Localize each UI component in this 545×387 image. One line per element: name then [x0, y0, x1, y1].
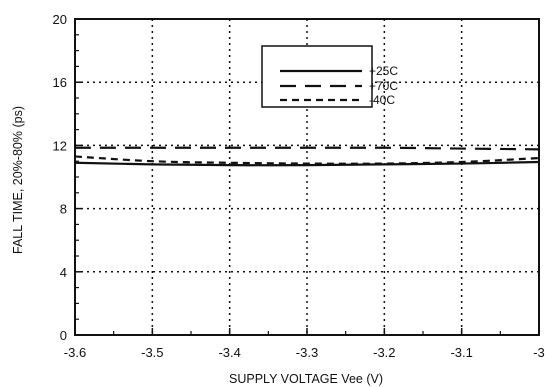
- series-line-0: [74, 160, 540, 167]
- x-tick-label: -3.5: [141, 345, 163, 360]
- y-tick-label: 12: [53, 138, 67, 153]
- y-tick-label: 4: [60, 265, 67, 280]
- legend-box: [261, 45, 373, 108]
- series-line-1: [74, 146, 540, 151]
- legend-label-70c: +70C: [369, 79, 398, 93]
- x-tick-label: -3: [533, 345, 545, 360]
- series-layer: [74, 146, 540, 167]
- x-tick-label: -3.3: [296, 345, 318, 360]
- y-tick-label: 16: [53, 75, 67, 90]
- x-axis-label: SUPPLY VOLTAGE Vee (V): [229, 372, 383, 386]
- legend-label-25c: +25C: [369, 64, 398, 78]
- y-axis-label: FALL TIME, 20%-80% (ps): [11, 106, 25, 254]
- y-tick-labels: 0 4 8 12 16 20: [53, 12, 67, 343]
- legend-label-minus40c: -40C: [369, 93, 395, 107]
- y-tick-label: 20: [53, 12, 67, 27]
- x-tick-label: -3.6: [64, 345, 86, 360]
- legend: +25C +70C -40C: [261, 45, 398, 108]
- y-tick-label: 8: [60, 202, 67, 217]
- x-tick-labels: -3.6 -3.5 -3.4 -3.3 -3.2 -3.1 -3: [64, 345, 545, 360]
- axis-ticks: [74, 18, 540, 336]
- y-tick-label: 0: [60, 328, 67, 343]
- x-tick-label: -3.2: [373, 345, 395, 360]
- grid-lines: [75, 19, 539, 335]
- series-line-2: [74, 155, 540, 165]
- x-tick-label: -3.1: [450, 345, 472, 360]
- x-tick-label: -3.4: [218, 345, 240, 360]
